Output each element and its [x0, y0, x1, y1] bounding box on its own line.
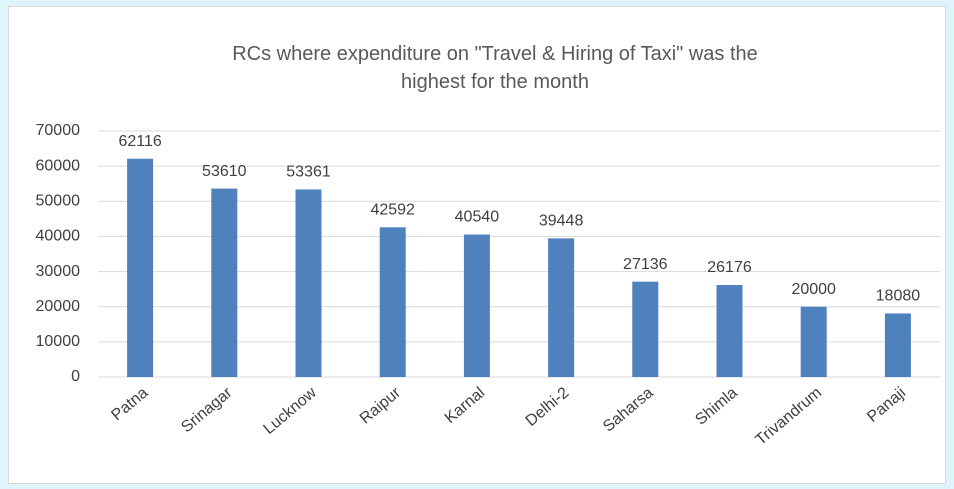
chart-title: RCs where expenditure on "Travel & Hirin…	[232, 43, 758, 93]
y-tick-label: 50000	[36, 193, 81, 210]
x-tick-label: Patna	[108, 384, 151, 424]
y-tick-label: 0	[71, 368, 80, 385]
x-tick-label: Trivandrum	[753, 384, 825, 449]
bar	[127, 158, 154, 377]
x-tick-label: Saharsa	[600, 384, 657, 435]
data-label: 39448	[539, 213, 584, 230]
y-tick-label: 40000	[36, 228, 81, 245]
data-label: 53361	[286, 164, 331, 181]
y-tick-label: 20000	[36, 298, 81, 315]
data-label: 26176	[707, 259, 752, 276]
data-label: 62116	[118, 133, 161, 150]
bar	[463, 234, 490, 377]
bar	[632, 281, 659, 377]
bar	[800, 306, 827, 377]
data-label: 42592	[370, 202, 415, 219]
data-label: 27136	[623, 256, 668, 273]
bar	[295, 189, 322, 377]
bar	[716, 285, 743, 377]
y-tick-label: 60000	[36, 157, 81, 174]
data-label: 53610	[202, 163, 247, 180]
x-tick-label: Shimla	[692, 384, 740, 429]
y-tick-label: 70000	[36, 122, 81, 139]
y-tick-label: 30000	[36, 263, 81, 280]
x-tick-label: Karnal	[442, 384, 488, 427]
x-tick-label: Srinagar	[178, 384, 236, 436]
x-tick-label: Lucknow	[260, 384, 320, 438]
data-label: 20000	[791, 281, 836, 298]
bar	[884, 313, 911, 377]
x-tick-label: Delhi-2	[523, 384, 573, 430]
bar	[379, 227, 406, 377]
bar	[548, 238, 575, 377]
data-label: 18080	[876, 288, 921, 305]
x-tick-label: Raipur	[357, 384, 405, 428]
bar	[211, 188, 238, 377]
x-tick-label: Panaji	[864, 384, 909, 426]
data-label: 40540	[455, 209, 500, 226]
y-tick-label: 10000	[36, 333, 81, 350]
